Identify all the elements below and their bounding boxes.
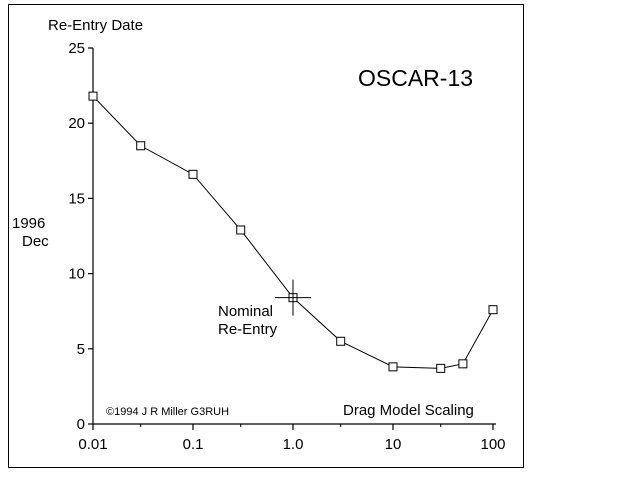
data-point (88, 91, 98, 101)
x-tick-label: 100 (480, 436, 505, 453)
y-tick-label: 5 (77, 341, 85, 358)
x-tick-label: 0.1 (183, 436, 204, 453)
data-point (236, 225, 246, 235)
y-axis-top-label: Re-Entry Date (48, 17, 143, 34)
data-point (388, 362, 398, 372)
y-tick-label: 20 (68, 115, 85, 132)
annotation-line-2: Re-Entry (218, 321, 278, 338)
data-point (188, 169, 198, 179)
data-point (488, 305, 498, 315)
data-point (436, 363, 446, 373)
data-point (136, 141, 146, 151)
chart-title: OSCAR-13 (358, 65, 473, 91)
data-point (458, 359, 468, 369)
copyright-text: ©1994 J R Miller G3RUH (106, 406, 229, 418)
series-line (92, 95, 494, 369)
x-tick-label: 1.0 (283, 436, 304, 453)
annotation-line-1: Nominal (218, 303, 273, 320)
chart-frame (8, 4, 524, 468)
x-axis-label: Drag Model Scaling (343, 402, 474, 419)
y-tick-label: 15 (68, 190, 85, 207)
y-tick-label: 10 (68, 266, 85, 283)
y-axis-side-label-month: Dec (22, 233, 49, 250)
x-tick-label: 10 (385, 436, 402, 453)
data-point (336, 336, 346, 346)
y-tick-label: 0 (77, 416, 85, 433)
x-tick-label: 0.01 (78, 436, 107, 453)
y-tick-label: 25 (68, 40, 85, 57)
y-axis-side-label-year: 1996 (12, 215, 45, 232)
